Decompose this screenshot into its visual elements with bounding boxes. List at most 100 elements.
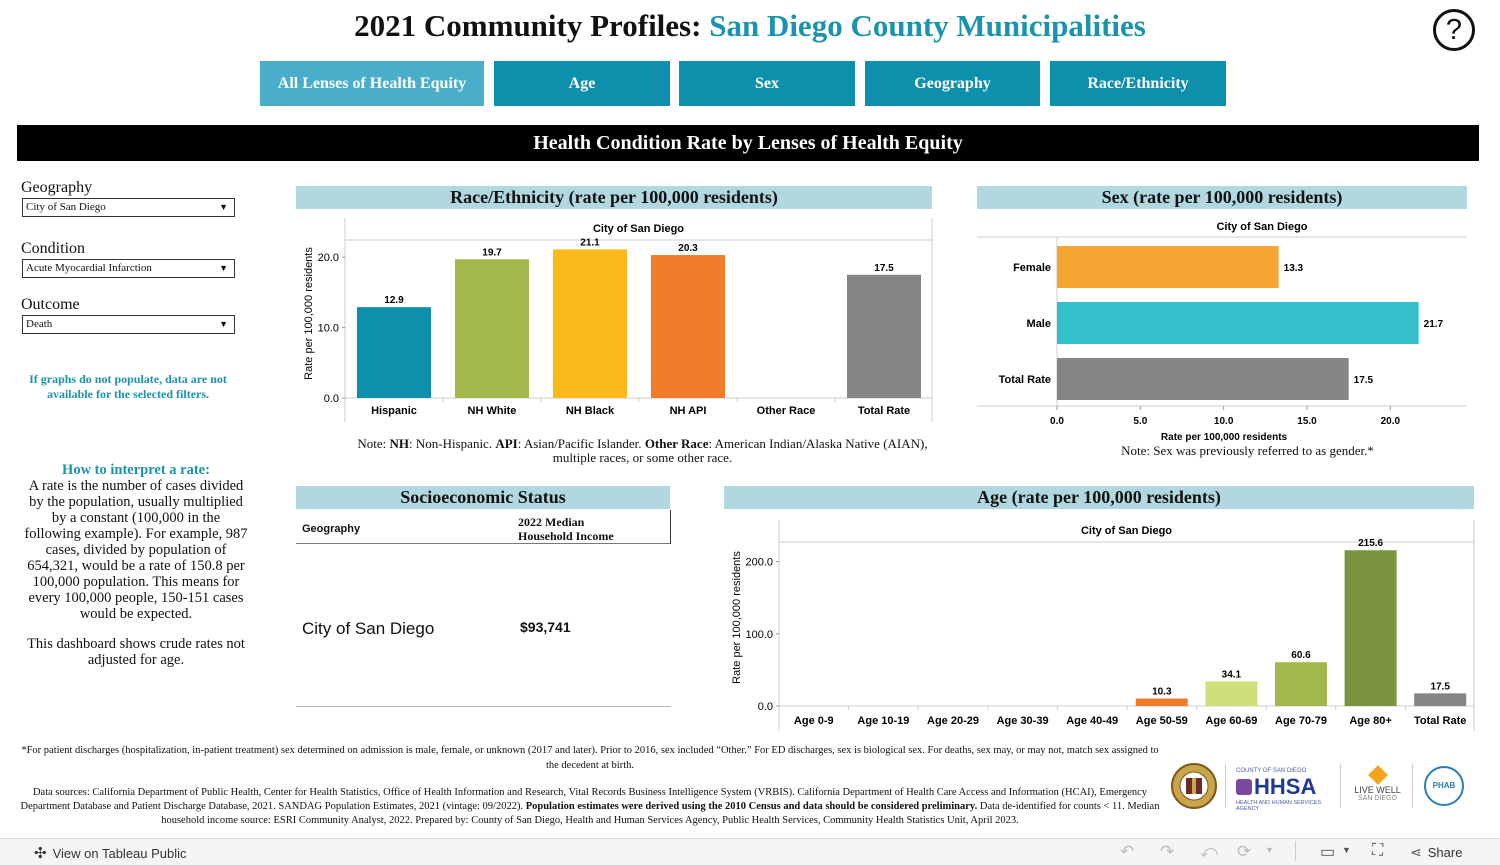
outcome-select[interactable]: Death ▼ xyxy=(22,315,235,334)
x-category-label: Age 70-79 xyxy=(1275,715,1327,727)
chart-title: City of San Diego xyxy=(1081,525,1172,537)
chart-bar xyxy=(553,249,627,398)
age-panel-title: Age (rate per 100,000 residents) xyxy=(724,486,1474,509)
race-note-text: : Non-Hispanic. xyxy=(409,436,496,451)
ses-row-geography: City of San Diego xyxy=(302,619,435,638)
undo-icon[interactable]: ↶ xyxy=(1120,842,1135,861)
y-tick-label: 0.0 xyxy=(324,393,339,405)
data-label: 17.5 xyxy=(874,263,894,274)
geography-select-value: City of San Diego xyxy=(26,201,106,213)
x-category-label: Age 20-29 xyxy=(927,715,979,727)
county-seal-logo xyxy=(1171,763,1217,809)
ses-col-geography: Geography xyxy=(302,523,361,535)
footer-sources-bold: Population estimates were derived using … xyxy=(525,801,978,812)
interpret-body: A rate is the number of cases divided by… xyxy=(24,478,248,622)
live-well-logo: LIVE WELL SAN DIEGO xyxy=(1350,765,1405,809)
crude-rate-note: This dashboard shows crude rates not adj… xyxy=(27,636,245,668)
tab-race-ethnicity[interactable]: Race/Ethnicity xyxy=(1050,61,1226,106)
condition-select[interactable]: Acute Myocardial Infarction ▼ xyxy=(22,259,235,278)
share-button[interactable]: ⋖ Share xyxy=(1410,844,1462,861)
logo-divider xyxy=(1340,764,1341,808)
chart-bar xyxy=(1414,693,1467,706)
sex-chart: City of San Diego Female 13.3 Male 21.7 Total… xyxy=(977,221,1467,443)
ses-panel-title: Socioeconomic Status xyxy=(296,486,670,509)
x-category-label: Total Rate xyxy=(858,405,910,417)
page-title: 2021 Community Profiles: San Diego Count… xyxy=(0,8,1500,44)
title-prefix: 2021 Community Profiles: xyxy=(354,8,702,43)
logo-divider xyxy=(1225,764,1226,808)
refresh-icon[interactable]: ⟳ xyxy=(1237,842,1252,861)
view-on-tableau-link[interactable]: ✣ View on Tableau Public xyxy=(34,844,187,862)
x-axis-title: Rate per 100,000 residents xyxy=(1161,432,1288,443)
ses-table-header: Geography 2022 Median Household Income xyxy=(296,510,671,544)
y-category-label: Male xyxy=(1027,318,1051,330)
chart-bar xyxy=(1057,246,1279,288)
filter-warning: If graphs do not populate, data are not … xyxy=(29,372,227,401)
y-category-label: Total Rate xyxy=(999,374,1051,386)
x-category-label: Age 40-49 xyxy=(1066,715,1118,727)
tab-age[interactable]: Age xyxy=(494,61,670,106)
device-layout-icon[interactable]: ▭ xyxy=(1320,844,1336,861)
tableau-toolbar: ✣ View on Tableau Public ↶ ↷ ⤺ ⟳ ▼ ▭ ▼ ⛶… xyxy=(0,838,1500,865)
live-well-text: LIVE WELL xyxy=(1354,785,1401,795)
hhsa-logo-mark: HHSA xyxy=(1236,774,1336,800)
y-tick-label: 20.0 xyxy=(318,252,339,264)
hhsa-logo-sub: HEALTH AND HUMAN SERVICES AGENCY xyxy=(1236,800,1322,812)
help-button[interactable]: ? xyxy=(1433,9,1475,51)
y-tick-label: 100.0 xyxy=(745,629,773,641)
chevron-down-icon[interactable]: ▼ xyxy=(1342,845,1351,855)
ses-row-income: $93,741 xyxy=(520,619,571,635)
data-label: 19.7 xyxy=(482,247,502,258)
tab-all-lenses[interactable]: All Lenses of Health Equity xyxy=(260,61,484,106)
tab-sex[interactable]: Sex xyxy=(679,61,855,106)
ses-col-income-line: 2022 Median xyxy=(518,515,585,529)
x-tick-label: 0.0 xyxy=(1050,416,1064,427)
data-label: 60.6 xyxy=(1291,650,1311,661)
geography-select[interactable]: City of San Diego ▼ xyxy=(22,198,235,217)
hhsa-logo-text: HHSA xyxy=(1254,774,1317,799)
x-category-label: Age 10-19 xyxy=(857,715,909,727)
shield-icon xyxy=(1236,779,1252,795)
x-category-label: Age 80+ xyxy=(1349,715,1392,727)
interpret-heading: How to interpret a rate: xyxy=(62,462,210,478)
footer-sex-note: *For patient discharges (hospitalization… xyxy=(21,745,1159,771)
data-label: 12.9 xyxy=(384,295,404,306)
chart-title: City of San Diego xyxy=(593,223,684,235)
x-category-label: NH White xyxy=(468,405,517,417)
x-tick-label: 10.0 xyxy=(1214,416,1234,427)
chart-bar xyxy=(1205,681,1258,706)
live-well-sub: SAN DIEGO xyxy=(1358,795,1397,802)
race-note-text: : American Indian/Alaska Native (AIAN), xyxy=(708,436,928,451)
chart-bar xyxy=(1344,550,1397,706)
x-tick-label: 15.0 xyxy=(1297,416,1317,427)
y-category-label: Female xyxy=(1013,262,1051,274)
x-category-label: Age 0-9 xyxy=(794,715,834,727)
fullscreen-icon[interactable]: ⛶ xyxy=(1372,842,1384,859)
sex-panel-title: Sex (rate per 100,000 residents) xyxy=(977,186,1467,209)
race-note-text: : Asian/Pacific Islander. xyxy=(517,436,645,451)
hhsa-logo: COUNTY OF SAN DIEGO HHSA HEALTH AND HUMA… xyxy=(1236,768,1336,812)
x-tick-label: 5.0 xyxy=(1133,416,1147,427)
footer-sources-text: Data sources: California Department of P… xyxy=(20,787,1148,812)
race-note-text: Note: xyxy=(357,436,390,451)
chart-bar xyxy=(651,255,725,398)
x-category-label: Age 50-59 xyxy=(1136,715,1188,727)
chevron-down-icon: ▼ xyxy=(219,319,228,329)
tab-geography[interactable]: Geography xyxy=(865,61,1040,106)
race-note: Note: NH: Non-Hispanic. API: Asian/Pacif… xyxy=(340,437,945,465)
footer-sources: Data sources: California Department of P… xyxy=(20,786,1160,828)
chart-bar xyxy=(847,274,921,398)
outcome-select-value: Death xyxy=(26,318,53,330)
revert-icon[interactable]: ⤺ xyxy=(1200,842,1219,861)
ses-divider xyxy=(296,706,671,707)
sex-note: Note: Sex was previously referred to as … xyxy=(1121,443,1374,458)
ses-col-income-line: Household Income xyxy=(518,529,614,543)
data-label: 20.3 xyxy=(678,243,698,254)
view-on-tableau-label: View on Tableau Public xyxy=(52,845,187,861)
chevron-down-icon[interactable]: ▼ xyxy=(1265,845,1274,855)
data-label: 17.5 xyxy=(1354,375,1374,386)
x-category-label: Age 60-69 xyxy=(1205,715,1257,727)
redo-icon[interactable]: ↷ xyxy=(1160,842,1175,861)
tableau-icon: ✣ xyxy=(34,845,47,862)
